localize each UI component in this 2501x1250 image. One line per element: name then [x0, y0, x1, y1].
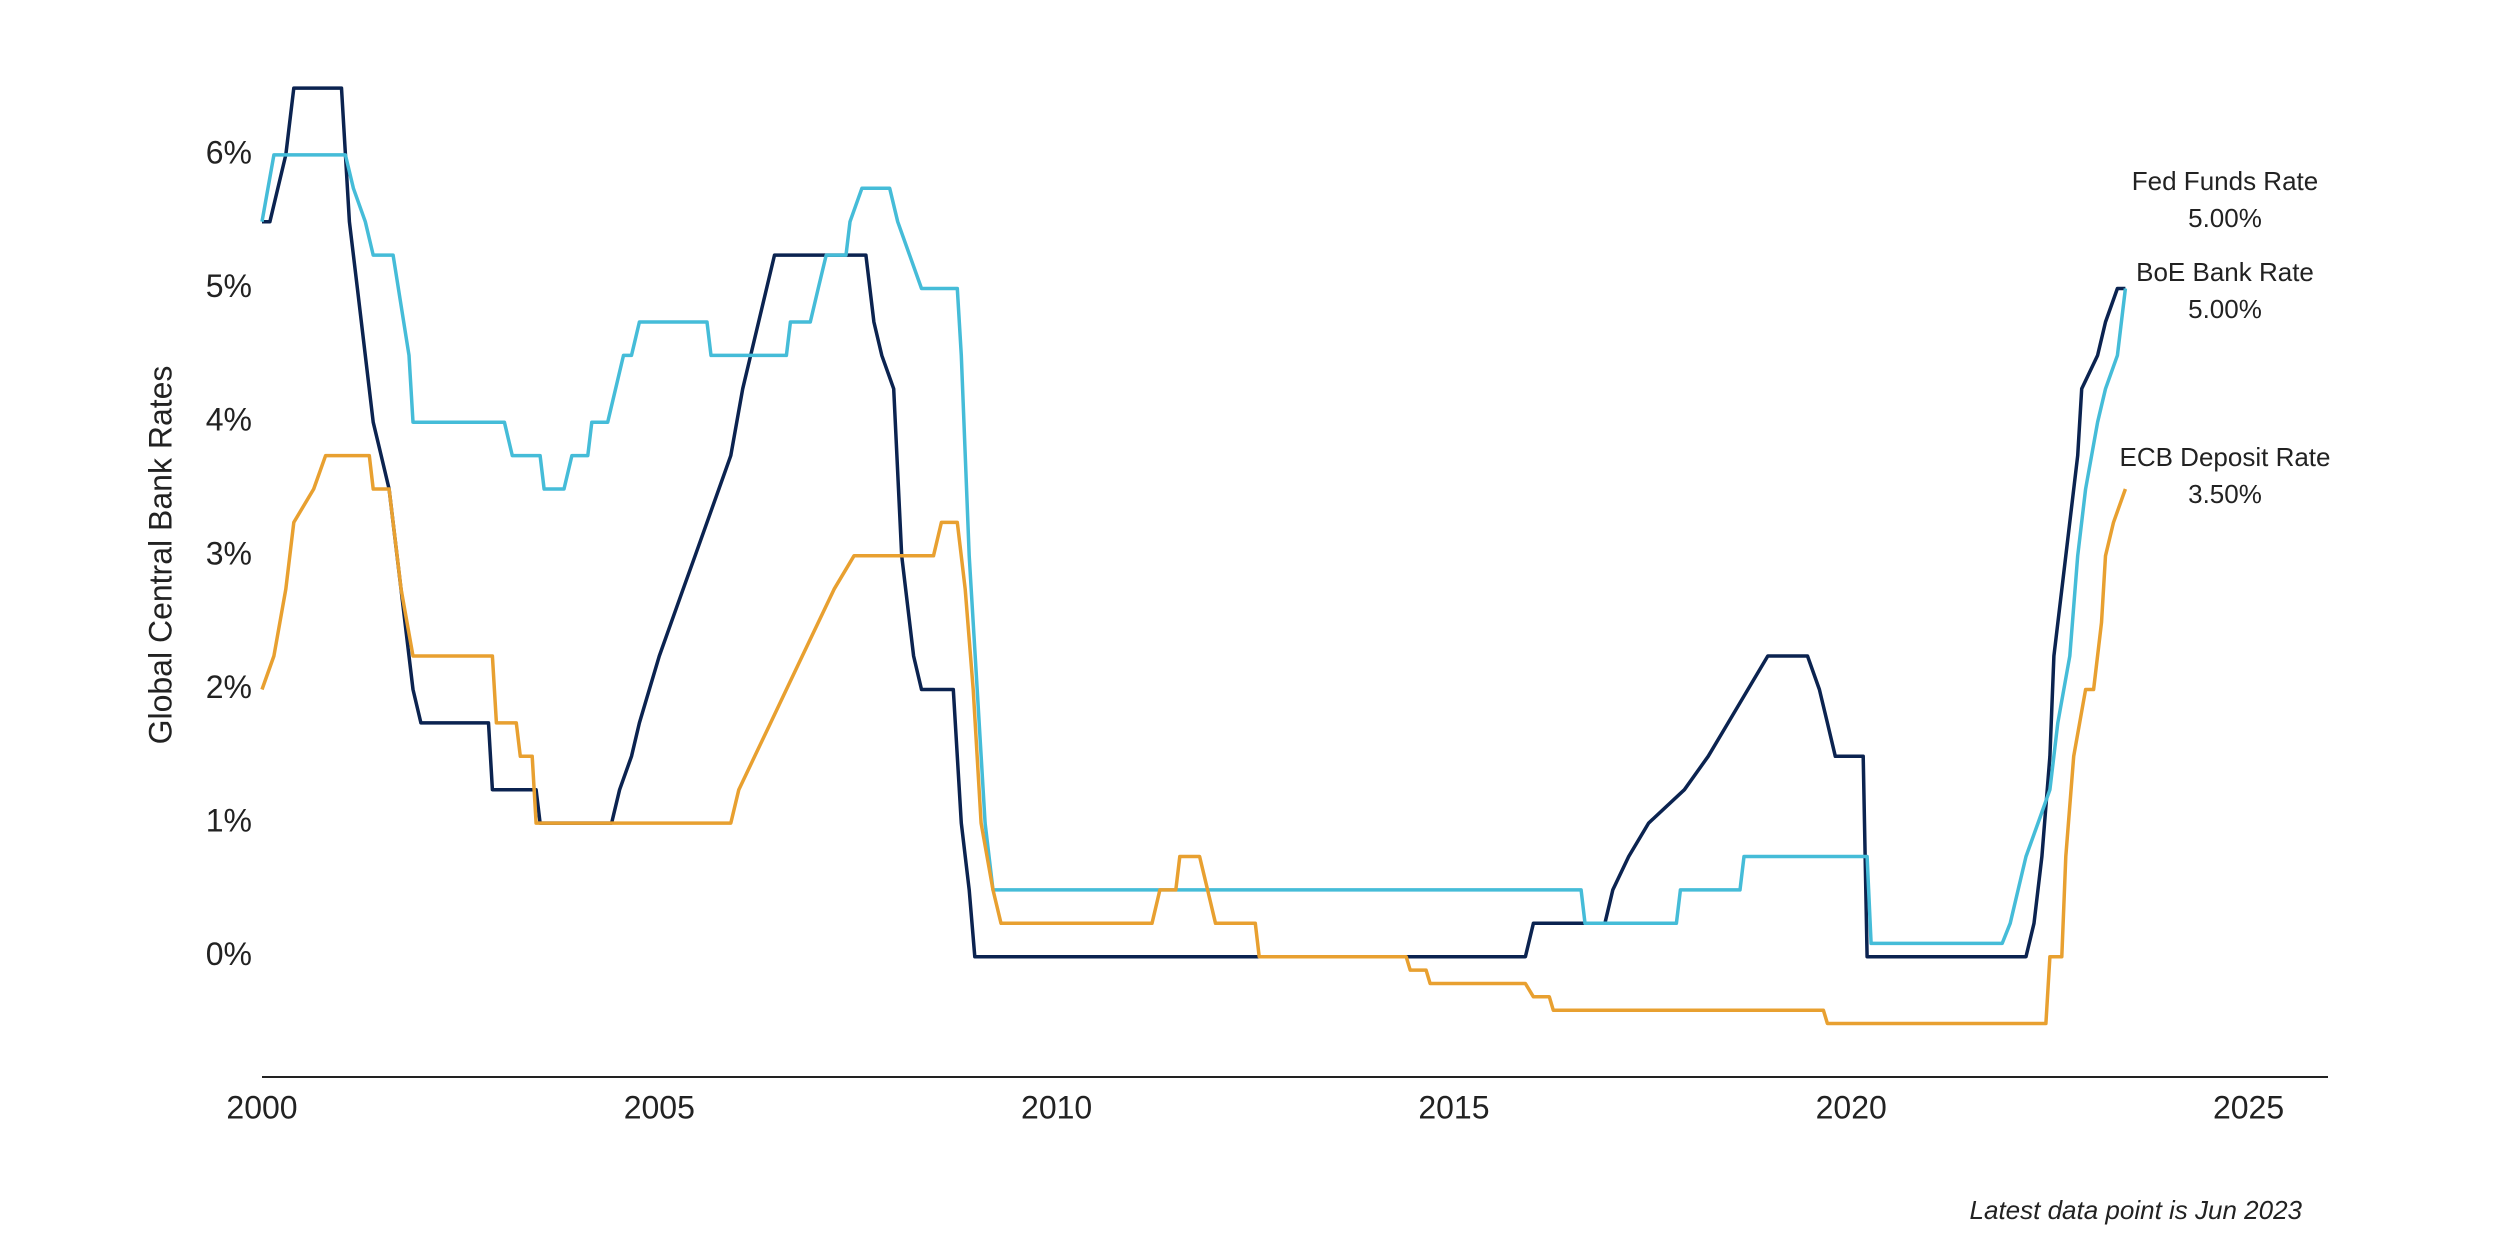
- legend-label: BoE Bank Rate: [2136, 257, 2314, 287]
- y-tick-label: 5%: [206, 268, 252, 304]
- legend-label: ECB Deposit Rate: [2120, 442, 2331, 472]
- y-axis-title: Global Central Bank Rates: [142, 366, 178, 745]
- x-tick-label: 2015: [1418, 1089, 1489, 1125]
- x-tick-label: 2000: [226, 1089, 297, 1125]
- y-tick-label: 2%: [206, 669, 252, 705]
- y-tick-label: 4%: [206, 402, 252, 438]
- x-tick-label: 2005: [624, 1089, 695, 1125]
- y-tick-label: 0%: [206, 936, 252, 972]
- value-label: 5.00%: [2188, 203, 2262, 233]
- value-label: 3.50%: [2188, 479, 2262, 509]
- footnote: Latest data point is Jun 2023: [1970, 1195, 2303, 1225]
- x-tick-label: 2010: [1021, 1089, 1092, 1125]
- y-tick-label: 1%: [206, 803, 252, 839]
- series-line: [262, 86, 2126, 959]
- y-tick-label: 6%: [206, 134, 252, 170]
- y-tick-label: 3%: [206, 535, 252, 571]
- series-line: [260, 153, 2128, 946]
- x-tick-label: 2020: [1816, 1089, 1887, 1125]
- x-tick-label: 2025: [2213, 1089, 2284, 1125]
- legend-label: Fed Funds Rate: [2132, 166, 2318, 196]
- series-line: [260, 453, 2128, 1026]
- value-label: 5.00%: [2188, 294, 2262, 324]
